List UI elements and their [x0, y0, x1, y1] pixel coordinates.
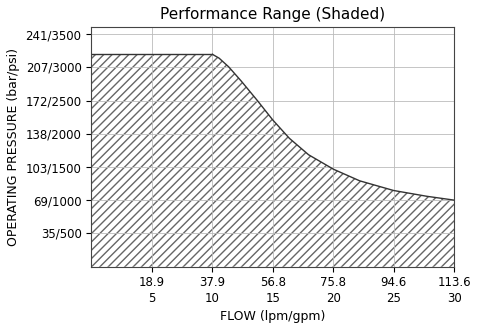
X-axis label: FLOW (lpm/gpm): FLOW (lpm/gpm)	[220, 310, 326, 323]
Y-axis label: OPERATING PRESSURE (bar/psi): OPERATING PRESSURE (bar/psi)	[7, 48, 20, 246]
Title: Performance Range (Shaded): Performance Range (Shaded)	[160, 7, 385, 22]
Polygon shape	[91, 54, 454, 267]
